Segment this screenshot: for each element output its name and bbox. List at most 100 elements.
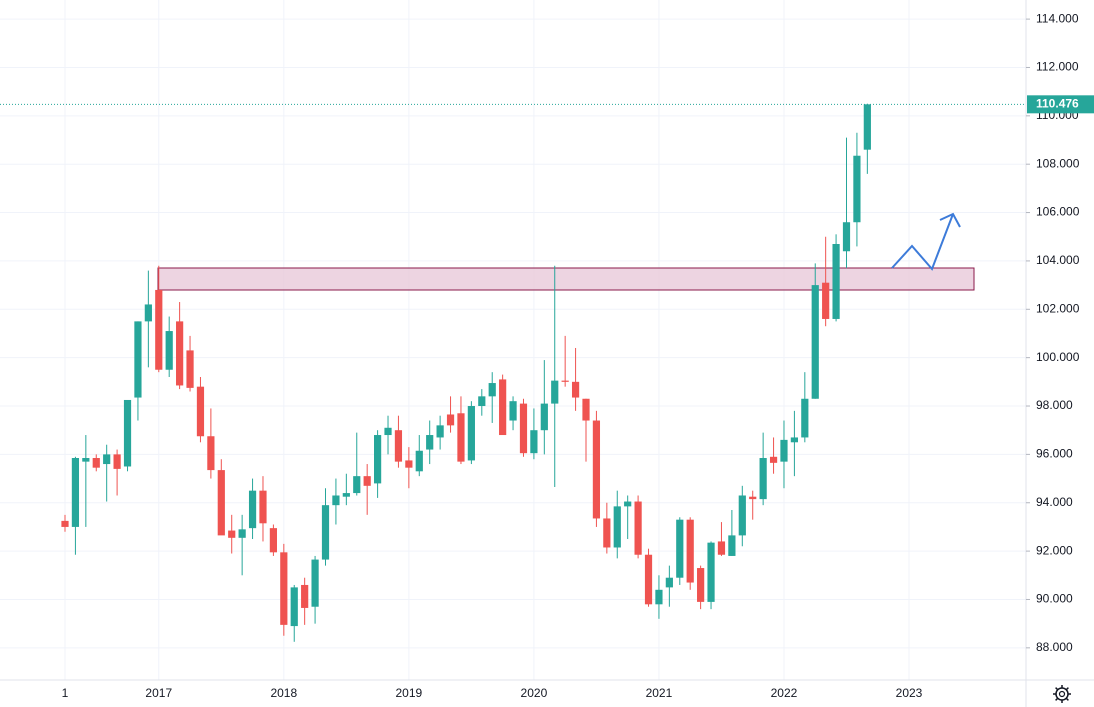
y-tick-label: 104.000 <box>1036 253 1080 267</box>
candle-body <box>769 456 778 463</box>
candle-body <box>738 495 746 536</box>
candle-body <box>457 413 465 462</box>
candle-body <box>530 430 538 454</box>
candle-body <box>644 554 653 605</box>
candle-body <box>540 403 548 431</box>
candle-body <box>613 506 621 548</box>
candle-body <box>374 435 382 484</box>
candle-body <box>436 425 444 438</box>
candle-body <box>446 414 455 426</box>
x-tick-label: 2020 <box>521 686 548 700</box>
x-tick-label: 2017 <box>145 686 172 700</box>
projection-arrow <box>891 213 954 271</box>
x-tick-label: 2023 <box>896 686 923 700</box>
candle-body <box>228 530 236 538</box>
y-tick-label: 88.000 <box>1036 640 1073 654</box>
candle-body <box>624 501 632 507</box>
candle-body <box>519 403 528 454</box>
candle-body <box>749 496 757 500</box>
candle-body <box>113 454 121 469</box>
y-tick-label: 96.000 <box>1036 447 1073 461</box>
candle-body <box>780 439 788 462</box>
candle-body <box>634 501 642 555</box>
y-tick-label: 100.000 <box>1036 350 1080 364</box>
candle-body <box>144 304 152 322</box>
candle-body <box>269 528 277 553</box>
candle-body <box>686 519 694 583</box>
candle-body <box>123 399 132 467</box>
candle-body <box>342 493 350 497</box>
y-tick-label: 92.000 <box>1036 543 1073 557</box>
candle-body <box>665 577 673 588</box>
candle-body <box>217 470 225 536</box>
y-tick-label: 108.000 <box>1036 156 1080 170</box>
candle-body <box>551 380 559 404</box>
candle-body <box>363 476 371 486</box>
candle-body <box>842 222 851 252</box>
y-tick-label: 94.000 <box>1036 495 1073 509</box>
y-tick-label: 102.000 <box>1036 301 1080 315</box>
candle-body <box>259 490 267 524</box>
candle-body <box>676 519 684 578</box>
candle-body <box>186 350 194 388</box>
gear-ring <box>1055 687 1069 701</box>
candle-body <box>384 427 392 436</box>
candle-body <box>415 450 423 472</box>
resistance-zone <box>157 267 975 291</box>
x-tick-label: 2021 <box>646 686 673 700</box>
candle-body <box>790 437 798 443</box>
candle-body <box>301 584 309 608</box>
candle-body <box>155 289 163 370</box>
candle-body <box>759 458 767 500</box>
y-tick-label: 98.000 <box>1036 398 1073 412</box>
candle-body <box>863 104 871 150</box>
candle-body <box>71 458 80 527</box>
candle-body <box>811 285 819 399</box>
candle-body <box>853 155 861 223</box>
candle-body <box>280 552 288 625</box>
candle-body <box>248 490 257 529</box>
arrow-head <box>939 212 961 228</box>
candle-body <box>196 386 205 437</box>
x-tick-label: 1 <box>62 686 69 700</box>
x-tick-label: 2022 <box>771 686 798 700</box>
gear-teeth <box>1053 685 1071 703</box>
candle-body <box>509 401 517 421</box>
candle-body <box>394 430 403 462</box>
candle-body <box>103 454 111 465</box>
x-tick-label: 2019 <box>396 686 423 700</box>
candles <box>61 103 871 642</box>
candle-body <box>405 460 413 468</box>
candle-body <box>717 541 726 555</box>
candle-body <box>571 381 580 398</box>
candle-body <box>822 282 830 319</box>
candle-body <box>478 396 486 407</box>
candle-body <box>332 495 340 506</box>
candle-body <box>238 529 246 538</box>
candle-body <box>176 321 184 386</box>
grid <box>0 0 1026 680</box>
candle-body <box>603 518 611 548</box>
candle-body <box>426 435 434 450</box>
last-price-box <box>1027 95 1094 114</box>
candle-body <box>311 559 319 607</box>
candle-body <box>832 243 840 319</box>
gear-hub <box>1058 690 1066 698</box>
candle-body <box>467 406 475 461</box>
candle-body <box>707 542 715 602</box>
last-price-label: 110.476 <box>1036 96 1079 110</box>
candle-body <box>801 398 809 438</box>
candle-body <box>61 520 69 527</box>
candle-body <box>488 383 496 397</box>
y-tick-label: 90.000 <box>1036 592 1073 606</box>
candle-body <box>561 380 569 382</box>
candle-body <box>290 587 298 627</box>
settings-icon[interactable] <box>1053 685 1071 703</box>
candle-body <box>499 379 507 436</box>
candle-body <box>728 535 736 556</box>
y-tick-label: 112.000 <box>1036 60 1079 74</box>
candle-body <box>582 398 590 421</box>
candle-body <box>207 436 215 471</box>
x-tick-label: 2018 <box>270 686 297 700</box>
